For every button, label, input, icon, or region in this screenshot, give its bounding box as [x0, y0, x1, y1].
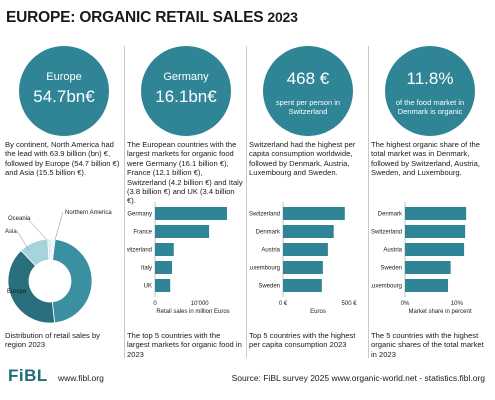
pie-label: Asia [5, 229, 17, 235]
title-main: EUROPE: ORGANIC RETAIL SALES [6, 9, 264, 26]
description: The highest organic share of the total m… [371, 140, 480, 178]
tick-label: 10% [451, 301, 464, 307]
circle-value: 11.8% [406, 69, 454, 88]
pie-slice-north-america [51, 238, 93, 324]
caption: Top 5 countries with the highest per cap… [249, 331, 356, 350]
category-label: Luxembourg [371, 284, 402, 290]
circle-value: 468 € [286, 69, 330, 88]
category-label: Denmark [378, 212, 403, 218]
description: The European countries with the largest … [127, 140, 243, 206]
bar-luxembourg [283, 261, 323, 274]
circle-value: 16.1bn€ [155, 87, 217, 106]
tick-label: 0 € [279, 301, 288, 307]
bar-italy [155, 261, 172, 274]
bar-france [155, 225, 210, 238]
category-label: Switzerland [371, 230, 402, 236]
bar-germany [155, 207, 227, 220]
tick-label: 10'000 [191, 301, 209, 307]
category-label: UK [144, 284, 152, 290]
pie-leader-line [54, 211, 64, 241]
tick-label: 0 [153, 301, 157, 307]
pie-slice-other [50, 238, 56, 261]
page-title: EUROPE: ORGANIC RETAIL SALES 2023 [6, 9, 298, 27]
circle-value: 54.7bn€ [33, 87, 95, 106]
circle-label: Germany [163, 71, 209, 83]
column-divider [246, 46, 247, 358]
stat-circle-per-capita: 468 € spent per person in Switzerland [263, 46, 353, 136]
category-label: Austria [261, 248, 280, 254]
column-divider [368, 46, 369, 358]
pie-slice-europe [7, 249, 56, 324]
caption: The top 5 countries with the largest mar… [127, 331, 242, 359]
bar-switzerland [405, 225, 466, 238]
stat-circle-europe: Europe 54.7bn€ [19, 46, 109, 136]
bar-chart-per-capita: Switzerland Denmark Austria Luxembourg Swede… [249, 202, 358, 315]
description: Switzerland had the highest per capita c… [249, 140, 356, 178]
title-year: 2023 [267, 9, 298, 25]
bar-sweden [283, 279, 322, 292]
pie-chart-regions: Northern America Europe Asia Oceania [5, 210, 112, 324]
bar-luxembourg [405, 279, 449, 292]
bar-denmark [283, 225, 334, 238]
category-label: Italy [141, 266, 152, 272]
category-label: France [133, 230, 152, 236]
column-market-share: 11.8% of the food market in Denmark is o… [371, 46, 487, 359]
category-label: Switzerland [127, 248, 152, 254]
pie-label: Northern America [65, 210, 112, 216]
circle-subtext: of the food market in Denmark is organic [395, 98, 465, 116]
column-per-capita: 468 € spent per person in Switzerland Sw… [249, 46, 365, 358]
tick-label: 0% [401, 301, 410, 307]
category-label: Sweden [258, 284, 280, 290]
category-label: Austria [383, 248, 402, 254]
pie-label: Europe [7, 289, 27, 295]
axis-label: Retail sales in million Euros [156, 309, 229, 315]
bar-chart-market-share: Denmark Switzerland Austria Sweden Luxembour… [371, 202, 472, 315]
bar-austria [405, 243, 465, 256]
circle-subtext: spent per person in Switzerland [275, 98, 341, 116]
bar-chart-market-size: Germany France Switzerland Italy UK 0 10'000 Re… [127, 202, 230, 315]
pie-leader-line [26, 217, 48, 241]
category-label: Sweden [380, 266, 402, 272]
source-note: Source: FiBL survey 2025 www.organic-wor… [231, 373, 485, 383]
axis-label: Market share in percent [408, 309, 471, 315]
description: By continent, North America had the lead… [5, 140, 120, 178]
category-label: Germany [127, 212, 152, 218]
bar-sweden [405, 261, 451, 274]
category-label: Luxembourg [249, 266, 280, 272]
bar-switzerland [283, 207, 345, 220]
website-link[interactable]: www.fibl.org [58, 373, 104, 383]
column-europe: Europe 54.7bn€ By continent, North Ameri… [5, 46, 121, 358]
tick-label: 500 € [342, 301, 358, 307]
caption: Distribution of retail sales by region 2… [5, 331, 100, 350]
category-label: Denmark [256, 230, 281, 236]
bar-austria [283, 243, 328, 256]
column-germany: Germany 16.1bn€ The European countries w… [127, 46, 243, 359]
axis-label: Euros [310, 309, 326, 315]
stat-circle-germany: Germany 16.1bn€ [141, 46, 231, 136]
bar-switzerland [155, 243, 174, 256]
stat-circle-market-share: 11.8% of the food market in Denmark is o… [385, 46, 475, 136]
pie-label: Oceania [8, 216, 31, 222]
bar-uk [155, 279, 171, 292]
pie-leader-line [16, 230, 30, 251]
bar-denmark [405, 207, 467, 220]
category-label: Switzerland [249, 212, 280, 218]
caption: The 5 countries with the highest organic… [371, 331, 484, 359]
circle-label: Europe [46, 71, 82, 83]
fibl-logo: FiBL [8, 366, 48, 385]
column-divider [124, 46, 125, 358]
